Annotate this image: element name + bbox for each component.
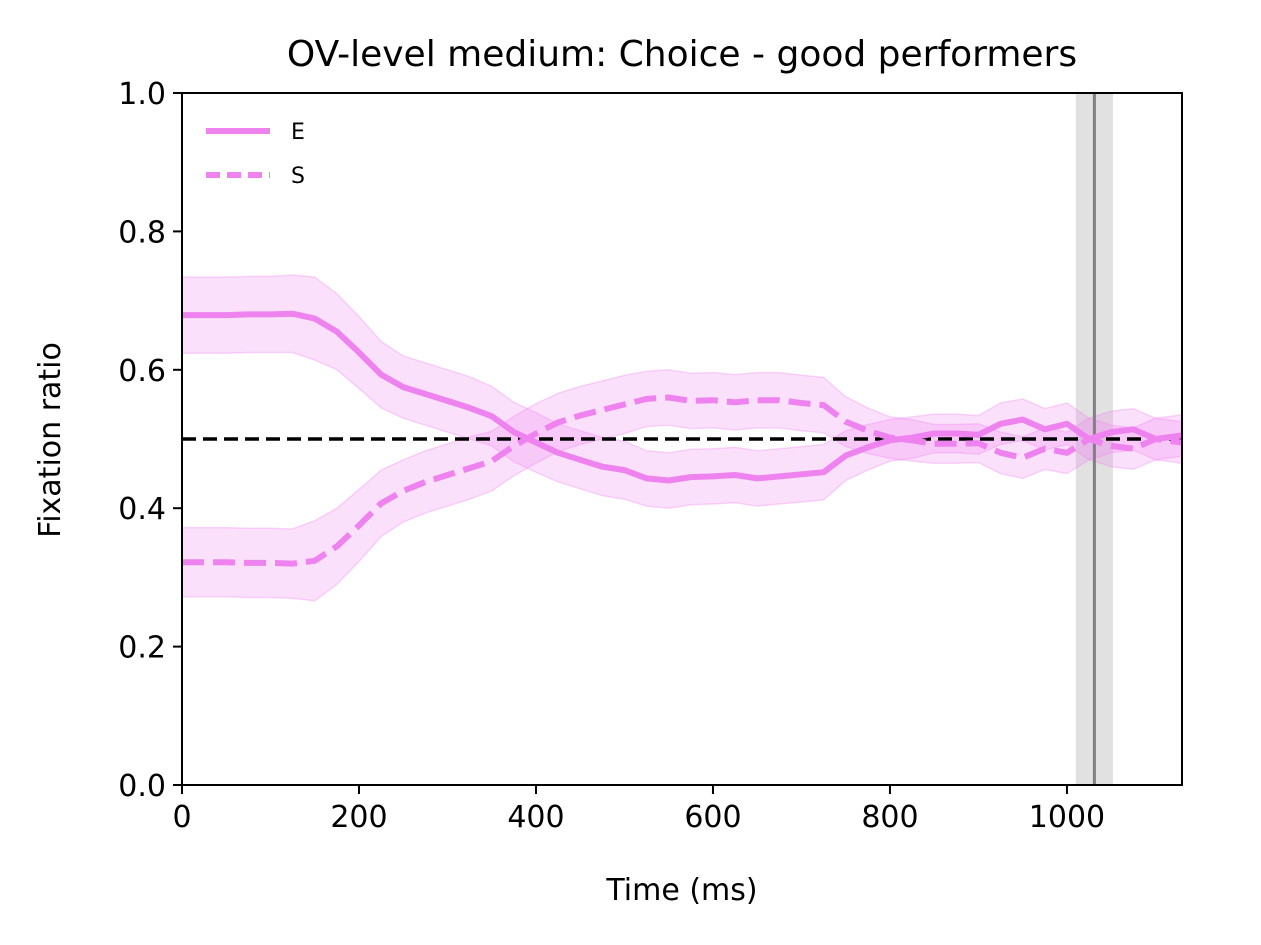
x-tick-label: 1000	[1029, 800, 1105, 835]
y-tick-label: 0.6	[118, 354, 166, 389]
legend: ES	[206, 120, 305, 189]
y-tick-label: 0.0	[118, 769, 166, 804]
x-tick-label: 0	[172, 800, 191, 835]
y-axis-label: Fixation ratio	[33, 342, 68, 538]
y-tick-label: 0.4	[118, 492, 166, 527]
y-tick-label: 0.8	[118, 215, 166, 250]
x-axis-label: Time (ms)	[605, 873, 757, 908]
x-tick-label: 200	[330, 800, 387, 835]
y-tick-label: 0.2	[118, 631, 166, 666]
ci-band-e	[182, 274, 1182, 509]
plot-area	[182, 93, 1182, 785]
series-line-e	[182, 310, 1182, 484]
series-line-s	[182, 394, 1182, 567]
plot-frame	[181, 92, 1183, 786]
legend-label-s: S	[291, 164, 305, 189]
x-tick-label: 400	[507, 800, 564, 835]
legend-label-e: E	[291, 120, 305, 145]
ci-band-s	[182, 369, 1182, 602]
chart-title: OV-level medium: Choice - good performer…	[287, 34, 1077, 75]
x-tick-label: 600	[684, 800, 741, 835]
x-tick-label: 800	[861, 800, 918, 835]
y-tick-label: 1.0	[118, 77, 166, 112]
axes: 0 200 400 600 800 1000 0.0 0.2 0.4 0.6 0.8 1.0	[118, 77, 1183, 835]
